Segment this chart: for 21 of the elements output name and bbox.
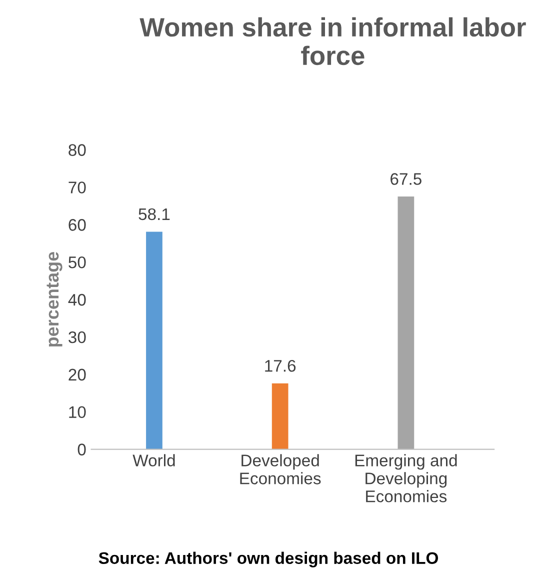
x-tick-label: Developed Economies xyxy=(240,454,321,484)
data-label: 67.5 xyxy=(390,173,422,185)
y-axis-title: percentage xyxy=(46,252,62,346)
chart-title: Women share in informal labor force xyxy=(140,17,526,66)
x-tick-label: World xyxy=(132,454,175,466)
bar xyxy=(272,383,288,450)
y-tick-label: 80 xyxy=(68,144,86,156)
bar xyxy=(398,196,414,450)
data-label: 17.6 xyxy=(265,360,296,372)
bar xyxy=(146,232,162,450)
y-tick-label: 60 xyxy=(68,219,86,231)
y-tick-label: 70 xyxy=(68,182,86,194)
y-tick-label: 50 xyxy=(68,256,86,268)
y-tick-label: 0 xyxy=(78,444,86,456)
x-tick-label: Emerging and Developing Economies xyxy=(355,454,457,502)
data-label: 58.1 xyxy=(138,208,170,220)
y-tick-label: 20 xyxy=(68,368,86,381)
y-tick-label: 30 xyxy=(68,331,86,344)
y-tick-label: 40 xyxy=(68,294,86,306)
source-note: Source: Authors' own design based on ILO xyxy=(98,552,438,568)
y-tick-label: 10 xyxy=(69,406,86,418)
